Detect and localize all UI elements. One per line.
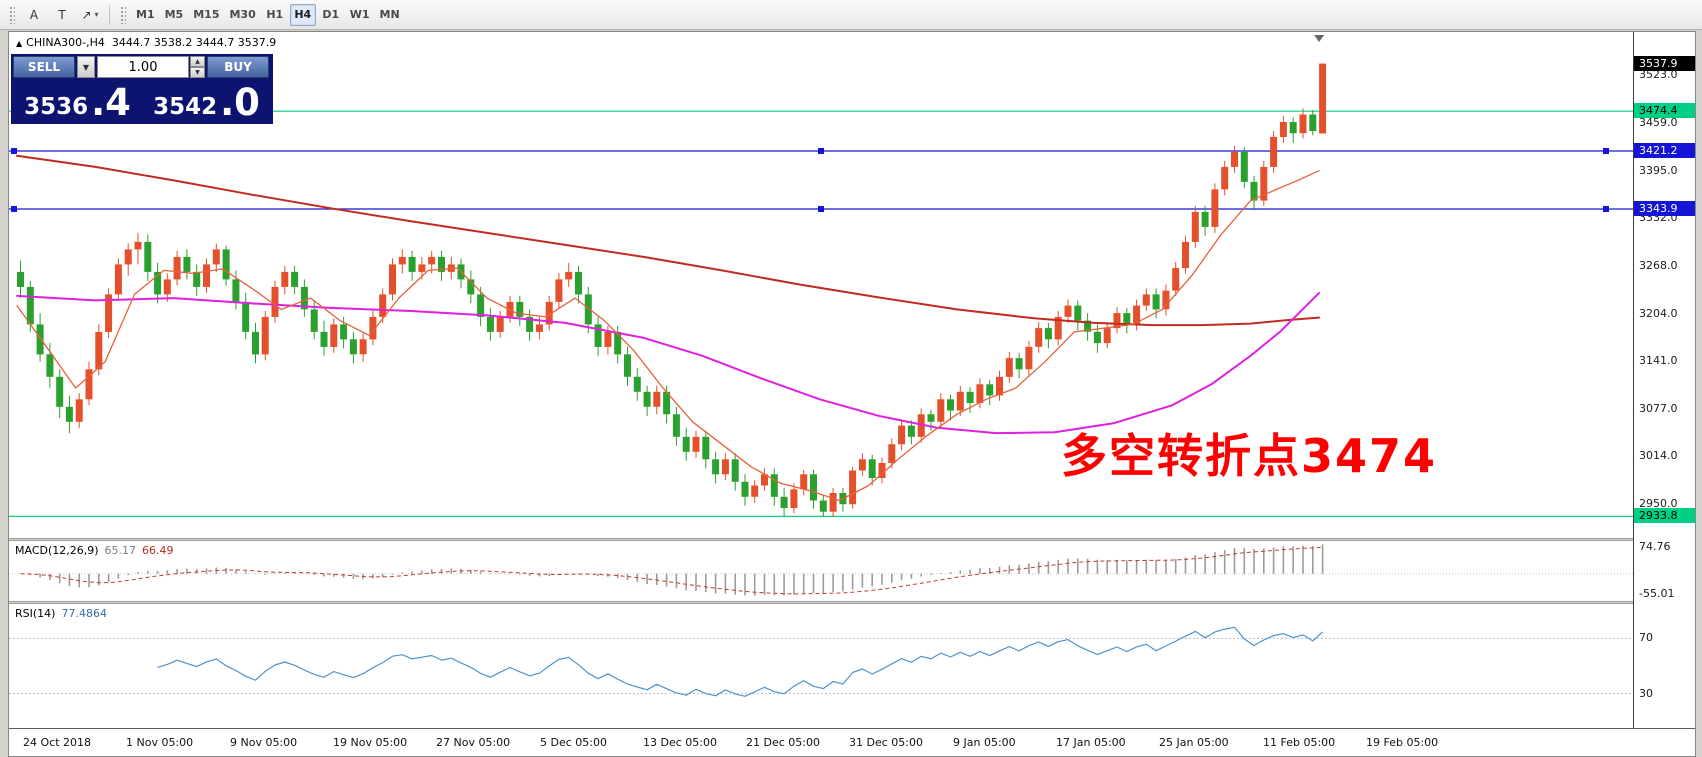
timeframe-button-h1[interactable]: H1 bbox=[266, 8, 284, 21]
toolbar-separator bbox=[109, 4, 110, 25]
toolbar-grip[interactable] bbox=[120, 5, 126, 24]
rsi-label: RSI(14) 77.4864 bbox=[15, 607, 107, 620]
macd-chart-canvas[interactable] bbox=[9, 541, 1633, 601]
timeframe-button-m5[interactable]: M5 bbox=[164, 8, 184, 21]
volume-decrease-button[interactable]: ▼ bbox=[190, 67, 205, 78]
macd-name: MACD(12,26,9) bbox=[15, 544, 99, 557]
sell-price-display: 3536 .4 bbox=[13, 79, 142, 123]
hline-price-badge: 2933.8 bbox=[1634, 508, 1695, 523]
rsi-value: 77.4864 bbox=[61, 607, 107, 620]
price-axis-label: 3268.0 bbox=[1639, 259, 1678, 272]
date-axis-label: 1 Nov 05:00 bbox=[126, 736, 194, 749]
volume-stepper: ▲ ▼ bbox=[190, 56, 205, 78]
drawing-tools-group: A T ↗ ▾ bbox=[20, 4, 104, 26]
timeframe-button-m1[interactable]: M1 bbox=[136, 8, 155, 21]
date-axis-label: 11 Feb 05:00 bbox=[1263, 736, 1336, 749]
sell-price-main: 3536 bbox=[24, 94, 89, 120]
date-axis-label: 9 Nov 05:00 bbox=[230, 736, 298, 749]
price-axis-label: 3395.0 bbox=[1639, 164, 1678, 177]
pane-resize-handle[interactable] bbox=[9, 601, 1695, 604]
sell-price-pips: .4 bbox=[91, 81, 131, 124]
chart-annotation-text: 多空转折点3474 bbox=[1061, 429, 1438, 483]
chevron-down-icon: ▼ bbox=[82, 62, 90, 72]
text-label-tool-button[interactable]: T bbox=[58, 7, 66, 22]
chevron-down-icon: ▾ bbox=[94, 10, 99, 19]
pane-resize-handle[interactable] bbox=[9, 538, 1695, 541]
one-click-trading-panel: SELL ▼ ▲ ▼ BUY 3536 .4 3542 .0 bbox=[11, 54, 273, 124]
hline-price-badge: 3421.2 bbox=[1634, 143, 1695, 158]
current-price-badge: 3537.9 bbox=[1634, 56, 1695, 71]
price-axis-label: 3204.0 bbox=[1639, 307, 1678, 320]
date-axis-label: 31 Dec 05:00 bbox=[849, 736, 923, 749]
trade-options-dropdown[interactable]: ▼ bbox=[77, 56, 95, 78]
macd-value-main: 65.17 bbox=[104, 544, 137, 557]
buy-price-pips: .0 bbox=[220, 81, 260, 124]
text-tool-button[interactable]: A bbox=[29, 7, 39, 22]
date-axis-label: 25 Jan 05:00 bbox=[1159, 736, 1229, 749]
macd-axis-label: 74.76 bbox=[1639, 540, 1671, 553]
chart-symbol-period: CHINA300-,H4 bbox=[26, 36, 105, 49]
date-axis-label: 21 Dec 05:00 bbox=[746, 736, 820, 749]
date-axis-label: 19 Nov 05:00 bbox=[333, 736, 408, 749]
timeframe-button-mn[interactable]: MN bbox=[379, 8, 400, 21]
buy-price-main: 3542 bbox=[153, 94, 218, 120]
timeframe-button-m30[interactable]: M30 bbox=[229, 8, 256, 21]
date-axis-label: 19 Feb 05:00 bbox=[1366, 736, 1439, 749]
volume-input[interactable] bbox=[97, 56, 189, 78]
date-axis-label: 5 Dec 05:00 bbox=[540, 736, 607, 749]
hline-price-badge: 3474.4 bbox=[1634, 103, 1695, 118]
date-axis-label: 27 Nov 05:00 bbox=[436, 736, 511, 749]
macd-axis-label: -55.01 bbox=[1639, 587, 1675, 600]
date-axis-label: 24 Oct 2018 bbox=[23, 736, 92, 749]
price-chart-canvas[interactable] bbox=[9, 32, 1633, 538]
hline-price-badge: 3343.9 bbox=[1634, 201, 1695, 216]
toolbar-grip[interactable] bbox=[9, 5, 15, 24]
arrow-styles-button[interactable]: ↗ ▾ bbox=[81, 7, 99, 22]
sell-button[interactable]: SELL bbox=[13, 56, 75, 78]
price-axis-label: 3523.0 bbox=[1639, 68, 1678, 81]
macd-value-signal: 66.49 bbox=[142, 544, 174, 557]
rsi-axis-label: 30 bbox=[1639, 687, 1653, 700]
price-axis-label: 3141.0 bbox=[1639, 354, 1678, 367]
date-axis-label: 13 Dec 05:00 bbox=[643, 736, 717, 749]
chart-ohlc-values: 3444.7 3538.2 3444.7 3537.9 bbox=[111, 36, 277, 49]
price-axis[interactable]: 3523.0 3459.0 3395.0 3332.0 3268.0 3204.0 3141… bbox=[1633, 32, 1695, 728]
date-axis[interactable]: 24 Oct 2018 1 Nov 05:00 9 Nov 05:00 19 Nov … bbox=[9, 728, 1695, 756]
rsi-chart-canvas[interactable] bbox=[9, 604, 1633, 728]
timeframe-button-w1[interactable]: W1 bbox=[349, 8, 370, 21]
buy-button[interactable]: BUY bbox=[207, 56, 269, 78]
price-axis-label: 3459.0 bbox=[1639, 116, 1678, 129]
chart-title: ▲ CHINA300-,H4 3444.7 3538.2 3444.7 3537.… bbox=[16, 36, 276, 49]
timeframe-buttons-group: M1 M5 M15 M30 H1 H4 D1 W1 MN bbox=[131, 3, 405, 26]
price-axis-label: 2950.0 bbox=[1639, 497, 1678, 510]
rsi-axis-label: 70 bbox=[1639, 631, 1653, 644]
symbol-triangle-icon: ▲ bbox=[16, 39, 23, 48]
date-axis-label: 17 Jan 05:00 bbox=[1056, 736, 1126, 749]
date-axis-label: 9 Jan 05:00 bbox=[953, 736, 1016, 749]
macd-label: MACD(12,26,9) 65.17 66.49 bbox=[15, 544, 174, 557]
toolbar: A T ↗ ▾ M1 M5 M15 M30 H1 H4 D1 W1 MN bbox=[0, 0, 1702, 30]
timeframe-button-h4[interactable]: H4 bbox=[289, 3, 316, 26]
rsi-name: RSI(14) bbox=[15, 607, 56, 620]
chart-window: ▲ CHINA300-,H4 3444.7 3538.2 3444.7 3537.… bbox=[8, 31, 1696, 757]
buy-price-display: 3542 .0 bbox=[142, 79, 271, 123]
timeframe-button-m15[interactable]: M15 bbox=[193, 8, 220, 21]
volume-increase-button[interactable]: ▲ bbox=[190, 56, 205, 67]
price-axis-label: 3014.0 bbox=[1639, 449, 1678, 462]
price-axis-label: 3077.0 bbox=[1639, 402, 1678, 415]
timeframe-button-d1[interactable]: D1 bbox=[322, 8, 340, 21]
